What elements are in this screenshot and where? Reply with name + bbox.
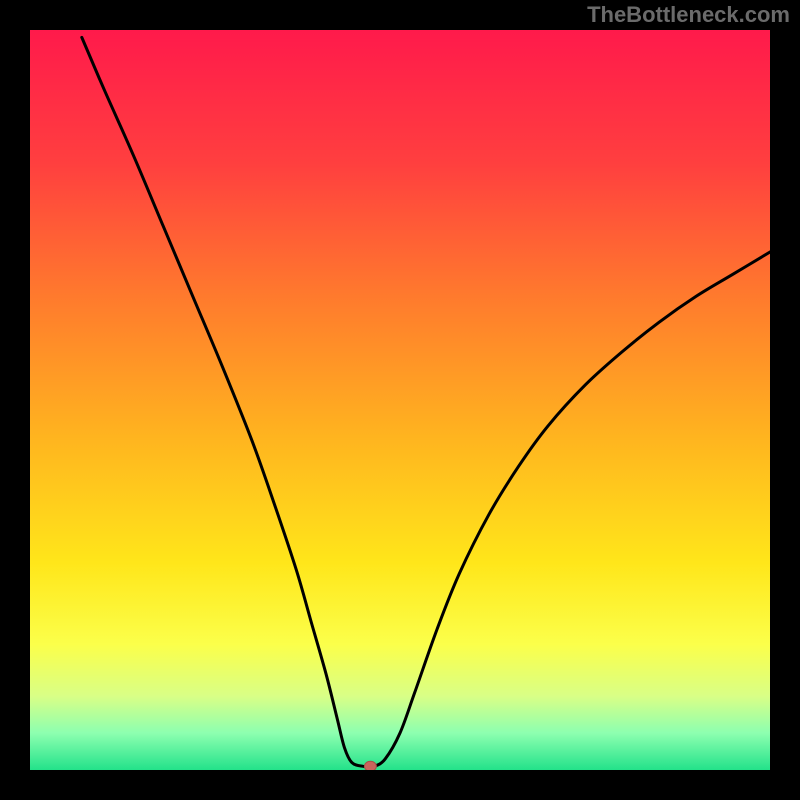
chart-svg	[30, 30, 770, 770]
watermark-text: TheBottleneck.com	[587, 2, 790, 28]
gradient-background	[30, 30, 770, 770]
plot-area	[30, 30, 770, 770]
optimal-point-marker	[364, 761, 376, 770]
